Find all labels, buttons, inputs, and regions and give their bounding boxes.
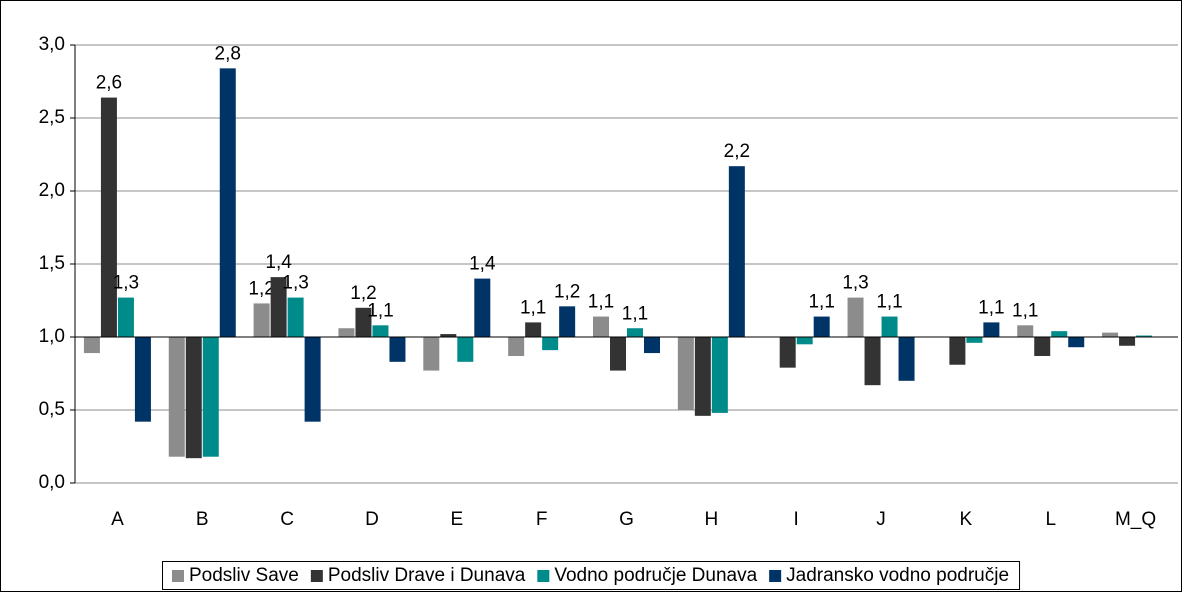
value-label: 1,2 [248,278,274,299]
legend-box [162,561,1021,590]
x-tick-label: G [619,509,634,530]
legend-label: Podsliv Save [189,565,299,586]
bar [1102,332,1119,337]
x-tick-label: B [196,509,209,530]
bar [1034,337,1051,356]
x-tick-label: D [365,509,379,530]
x-tick-label: A [111,509,124,530]
bar [185,337,202,459]
x-tick-label: H [704,509,718,530]
bar [559,306,576,337]
bar [677,337,694,410]
value-label: 1,3 [113,273,139,294]
bar [134,337,151,422]
bar [593,316,609,337]
bar [219,68,236,338]
bar [644,337,660,354]
bar [949,337,966,365]
value-label: 1,1 [876,292,902,313]
legend-swatch [172,570,184,582]
bar [83,337,100,354]
legend-swatch [769,570,782,582]
legend-label: Jadransko vodno područje [786,565,1009,586]
bar [338,328,355,337]
y-tick-label: 2,5 [39,107,65,128]
y-tick-label: 2,0 [39,180,65,201]
bar [287,297,304,337]
bar [847,297,864,337]
bar [1119,337,1136,346]
bar [168,337,185,457]
bar [694,337,711,416]
y-tick-label: 3,0 [39,34,65,55]
x-tick-label: E [450,509,463,530]
bar [898,337,915,381]
bar [525,322,542,337]
bar [1136,335,1153,337]
x-tick-label: F [536,509,548,530]
value-label: 1,1 [520,297,546,318]
bar [813,316,830,337]
x-tick-label: K [960,509,973,530]
y-tick-label: 0,5 [39,399,65,420]
bar [779,337,796,368]
bar [796,337,813,345]
value-label: 1,1 [588,292,614,313]
bar [355,307,372,337]
legend-label: Vodno područje Dunava [554,565,757,586]
value-label: 1,1 [622,303,648,324]
value-label: 1,1 [367,300,393,321]
legend-label: Podsliv Drave i Dunava [328,565,526,586]
bar [202,337,219,457]
value-label: 1,3 [842,273,868,294]
bar [508,337,525,356]
value-label: 2,8 [215,43,241,64]
bar [728,166,745,337]
x-tick-label: M_Q [1115,509,1156,530]
bar [100,97,117,337]
value-label: 2,2 [724,141,750,162]
bar [474,278,491,337]
legend-swatch [537,570,550,582]
bar [117,297,134,337]
bar [983,322,1000,337]
bar [711,337,728,413]
value-label: 1,1 [978,297,1004,318]
bar [270,277,287,337]
value-label: 1,2 [554,281,580,302]
x-tick-label: I [794,509,799,530]
bar [304,337,321,422]
legend-swatch [310,570,323,582]
bar [389,337,406,362]
value-label: 1,4 [265,252,292,273]
y-tick-label: 1,5 [39,253,65,274]
y-tick-label: 0,0 [39,472,65,493]
bar [542,337,559,351]
bar [1017,325,1034,337]
value-label: 1,3 [282,273,308,294]
bar [881,316,898,337]
bar [457,337,474,362]
value-label: 1,1 [808,292,834,313]
value-label: 2,6 [96,73,122,94]
bar [423,337,440,371]
bar [864,337,881,386]
bar [1051,331,1068,337]
bar [610,337,626,371]
value-label: 1,1 [1012,300,1038,321]
bar [372,325,389,337]
bar [627,328,643,337]
y-tick-label: 1,0 [39,326,65,347]
bar [253,303,270,337]
x-tick-label: C [280,509,294,530]
x-tick-label: L [1045,509,1056,530]
value-label: 1,2 [350,283,376,304]
bar [1068,337,1085,348]
bar [440,334,457,337]
x-tick-label: J [876,509,886,530]
value-label: 1,4 [469,254,496,275]
bar [966,337,983,343]
